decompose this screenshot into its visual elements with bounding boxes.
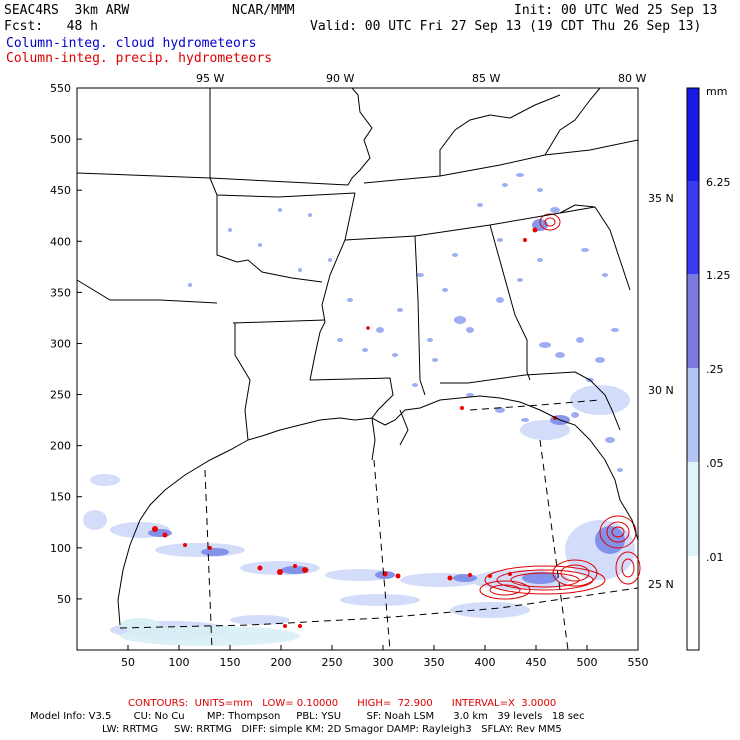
y-tick-label: 550	[50, 82, 71, 95]
colorbar-label: .25	[706, 363, 724, 376]
projection-grid	[119, 399, 639, 651]
colorbar-band	[687, 181, 699, 274]
y-tick-label: 250	[50, 389, 71, 402]
y-tick-label: 150	[50, 491, 71, 504]
cloud-shading	[83, 173, 635, 646]
model-title: SEAC4RS 3km ARW	[4, 3, 130, 18]
lat-labels: 35 N 30 N 25 N	[648, 192, 674, 591]
colorbar-band	[687, 556, 699, 650]
colorbar-band	[687, 462, 699, 556]
colorbar-unit: mm	[706, 85, 727, 98]
lat-label: 30 N	[648, 384, 674, 397]
y-tick-label: 400	[50, 235, 71, 248]
contour-info: CONTOURS: UNITS=mm LOW= 0.10000 HIGH= 72…	[128, 698, 557, 709]
x-tick-label: 150	[220, 656, 241, 669]
x-axis: 50 100 150 200 250 300 350 400 450 500 550	[121, 645, 649, 669]
x-tick-label: 550	[628, 656, 649, 669]
coastline	[117, 371, 639, 626]
x-tick-label: 200	[271, 656, 292, 669]
y-tick-label: 200	[50, 440, 71, 453]
lat-label: 25 N	[648, 578, 674, 591]
lon-label: 80 W	[618, 72, 646, 85]
x-tick-label: 500	[577, 656, 598, 669]
y-tick-label: 500	[50, 133, 71, 146]
cloud-field-label: Column-integ. cloud hydrometeors	[6, 36, 257, 51]
y-tick-label: 100	[50, 542, 71, 555]
lat-label: 35 N	[648, 192, 674, 205]
org-label: NCAR/MMM	[232, 3, 295, 18]
lon-labels: 95 W 90 W 85 W 80 W	[196, 72, 646, 85]
colorbar-band	[687, 88, 699, 181]
y-tick-label: 50	[57, 593, 71, 606]
y-axis: 50 100 150 200 250 300 350 400 450 500 550	[50, 82, 82, 606]
precip-field-label: Column-integ. precip. hydrometeors	[6, 51, 273, 66]
x-tick-label: 300	[373, 656, 394, 669]
lon-label: 85 W	[472, 72, 500, 85]
colorbar-band	[687, 274, 699, 368]
x-tick-label: 400	[475, 656, 496, 669]
x-tick-label: 350	[424, 656, 445, 669]
colorbar-label: 1.25	[706, 269, 731, 282]
x-tick-label: 250	[322, 656, 343, 669]
y-tick-label: 450	[50, 184, 71, 197]
colorbar-label: .01	[706, 551, 724, 564]
x-tick-label: 450	[526, 656, 547, 669]
colorbar-label: .05	[706, 457, 724, 470]
state-boundaries	[76, 87, 639, 441]
forecast-hour: Fcst: 48 h	[4, 19, 98, 34]
plot-frame	[76, 87, 639, 651]
lon-label: 90 W	[326, 72, 354, 85]
init-time: Init: 00 UTC Wed 25 Sep 13	[514, 3, 718, 18]
valid-time: Valid: 00 UTC Fri 27 Sep 13 (19 CDT Thu …	[310, 19, 702, 34]
model-info-line1: Model Info: V3.5 CU: No Cu MP: Thompson …	[30, 711, 585, 722]
model-info-line2: LW: RRTMG SW: RRTMG DIFF: simple KM: 2D …	[102, 724, 562, 735]
x-tick-label: 100	[169, 656, 190, 669]
lon-label: 95 W	[196, 72, 224, 85]
x-tick-label: 50	[121, 656, 135, 669]
colorbar-label: 6.25	[706, 176, 731, 189]
colorbar: mm 6.25 1.25 .25 .05 .01	[686, 85, 731, 651]
y-tick-label: 350	[50, 286, 71, 299]
y-tick-label: 300	[50, 337, 71, 350]
colorbar-band	[687, 368, 699, 462]
